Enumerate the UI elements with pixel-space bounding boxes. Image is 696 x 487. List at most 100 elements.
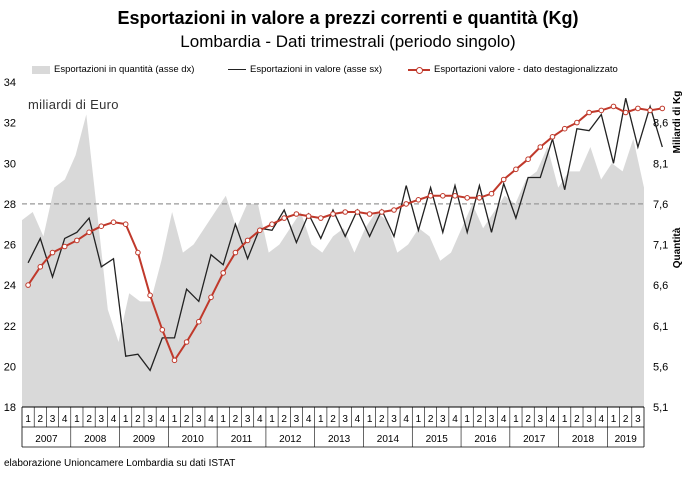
- seasonal-point: [159, 327, 166, 333]
- seasonal-point: [464, 195, 471, 201]
- seasonal-point: [427, 193, 434, 199]
- y-right-tick-label: 6,1: [653, 321, 668, 333]
- y-left-tick-label: 30: [4, 158, 16, 170]
- year-tick-label: 2007: [35, 434, 58, 445]
- quarter-tick-label: 2: [379, 414, 385, 425]
- legend-swatch-area: [32, 65, 50, 74]
- seasonal-point: [37, 264, 44, 270]
- quarter-tick-label: 4: [208, 414, 214, 425]
- year-tick-label: 2016: [474, 434, 497, 445]
- seasonal-point: [232, 249, 239, 256]
- chart-subtitle: Lombardia - Dati trimestrali (periodo si…: [180, 32, 516, 51]
- legend-label-seasonal: Esportazioni valore - dato destagionaliz…: [434, 64, 618, 75]
- seasonal-point: [196, 318, 202, 325]
- seasonal-point: [98, 223, 105, 229]
- seasonal-point: [122, 221, 129, 227]
- seasonal-point: [269, 221, 275, 227]
- y-left-tick-label: 32: [4, 118, 16, 130]
- seasonal-point: [452, 193, 458, 199]
- chart-title: Esportazioni in valore a prezzi correnti…: [117, 8, 579, 28]
- quarter-tick-label: 3: [489, 414, 495, 425]
- quarter-tick-label: 2: [38, 414, 44, 425]
- value-line: [27, 98, 663, 372]
- seasonal-point: [440, 193, 446, 199]
- year-tick-label: 2019: [615, 434, 638, 445]
- right-axis-title-2: Quantità: [672, 227, 683, 268]
- y-right-tick-label: 6,6: [653, 280, 668, 292]
- quarter-tick-label: 2: [86, 414, 92, 425]
- seasonal-point: [25, 282, 31, 288]
- quarter-tick-label: 1: [123, 414, 129, 425]
- quarter-tick-label: 1: [269, 414, 275, 425]
- quarter-tick-label: 4: [550, 414, 556, 425]
- quarter-tick-label: 3: [586, 414, 592, 425]
- seasonal-point: [293, 211, 300, 217]
- seasonal-point: [549, 134, 556, 140]
- quarter-tick-label: 4: [160, 414, 166, 425]
- year-tick-label: 2015: [426, 434, 449, 445]
- quarter-tick-label: 4: [257, 414, 263, 425]
- seasonal-point: [61, 243, 68, 250]
- y-right-tick-label: 5,1: [653, 402, 668, 414]
- quarter-tick-label: 3: [294, 414, 300, 425]
- quarter-tick-label: 3: [342, 414, 348, 425]
- seasonal-point: [476, 195, 483, 201]
- quarter-tick-label: 4: [111, 414, 117, 425]
- y-left-tick-label: 26: [4, 240, 16, 252]
- y-left-tick-label: 34: [4, 77, 16, 89]
- seasonal-point: [366, 211, 373, 217]
- quarter-tick-label: 4: [62, 414, 68, 425]
- seasonal-point: [379, 209, 385, 215]
- y-right-tick-label: 8,1: [653, 158, 668, 170]
- quarter-tick-label: 4: [306, 414, 312, 425]
- quarter-tick-label: 2: [184, 414, 190, 425]
- seasonal-point: [598, 107, 605, 114]
- seasonal-point: [622, 109, 629, 116]
- y-left-tick-label: 20: [4, 361, 16, 373]
- seasonal-point: [525, 156, 531, 162]
- source-note: elaborazione Unioncamere Lombardia su da…: [4, 458, 236, 469]
- y-right-tick-label: 7,6: [653, 199, 668, 211]
- year-tick-label: 2009: [133, 434, 156, 445]
- quarter-tick-label: 3: [538, 414, 544, 425]
- quarter-tick-label: 1: [318, 414, 324, 425]
- seasonal-point: [147, 292, 153, 299]
- quarter-tick-label: 1: [611, 414, 617, 425]
- seasonal-point: [220, 270, 226, 276]
- quarter-tick-label: 1: [464, 414, 470, 425]
- seasonal-point: [135, 249, 141, 256]
- seasonal-point: [281, 215, 288, 221]
- quarter-tick-label: 1: [367, 414, 373, 425]
- legend-label-value: Esportazioni in valore (asse sx): [250, 64, 382, 75]
- quarter-tick-label: 2: [428, 414, 434, 425]
- quarter-tick-label: 1: [172, 414, 178, 425]
- quarter-tick-label: 3: [391, 414, 397, 425]
- year-tick-label: 2011: [231, 434, 253, 445]
- quarter-tick-label: 4: [403, 414, 409, 425]
- seasonal-point: [586, 109, 592, 116]
- seasonal-point: [110, 219, 117, 225]
- legend-swatch-seasonal: [408, 65, 430, 75]
- quarter-tick-label: 2: [281, 414, 287, 425]
- quarter-tick-label: 1: [416, 414, 422, 425]
- quarter-tick-label: 3: [440, 414, 446, 425]
- quarter-tick-label: 2: [525, 414, 531, 425]
- year-tick-label: 2014: [377, 434, 400, 445]
- quarter-tick-label: 4: [501, 414, 507, 425]
- legend-item-seasonal: Esportazioni valore - dato destagionaliz…: [408, 64, 618, 75]
- y-right-tick-label: 8,6: [653, 118, 668, 130]
- quarter-tick-label: 3: [50, 414, 56, 425]
- seasonal-point: [574, 119, 580, 126]
- seasonal-point: [647, 107, 653, 114]
- seasonal-point: [74, 237, 80, 244]
- y-left-tick-label: 18: [4, 402, 16, 414]
- quarter-tick-label: 4: [452, 414, 458, 425]
- seasonal-point: [391, 207, 397, 213]
- quarter-tick-label: 2: [330, 414, 336, 425]
- seasonal-point: [403, 201, 410, 207]
- seasonal-point: [635, 105, 641, 112]
- year-tick-label: 2018: [572, 434, 595, 445]
- legend-label-quantity: Esportazioni in quantità (asse dx): [54, 64, 195, 75]
- seasonal-point: [318, 215, 324, 221]
